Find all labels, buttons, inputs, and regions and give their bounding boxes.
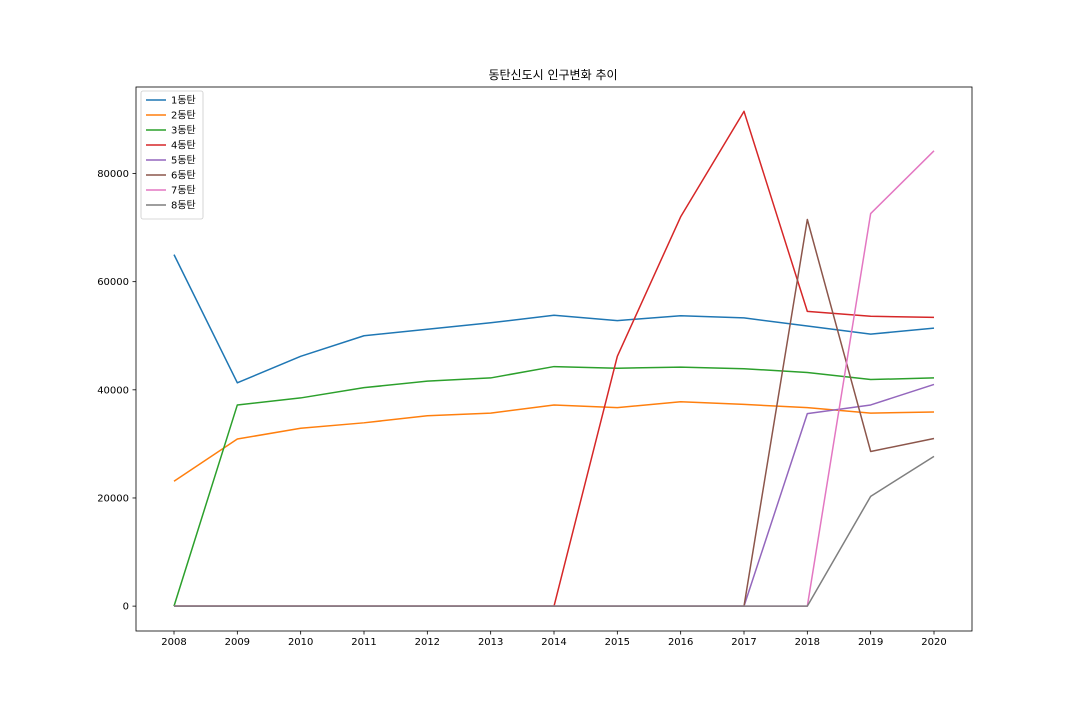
chart-title: 동탄신도시 인구변화 추이 — [488, 68, 617, 82]
x-tick-label: 2017 — [731, 637, 756, 648]
legend-label: 3동탄 — [171, 125, 196, 137]
x-tick-label: 2010 — [288, 637, 313, 648]
y-tick-label: 0 — [123, 602, 129, 613]
series-line-7 — [174, 150, 935, 607]
x-tick-label: 2015 — [605, 637, 630, 648]
legend-box — [140, 90, 204, 220]
series-line-2 — [173, 400, 935, 482]
x-tick-label: 2014 — [541, 637, 566, 648]
x-tick-label: 2012 — [415, 637, 440, 648]
x-tick-label: 2008 — [161, 637, 186, 648]
series-layer — [173, 110, 935, 607]
x-tick-label: 2011 — [351, 637, 376, 648]
x-axis: 2008 2009 2010 2011 2012 2013 2014 2015 2016 2017… — [161, 631, 947, 648]
series-line-5 — [174, 383, 935, 607]
y-axis: 0 20000 40000 60000 80000 — [97, 169, 136, 613]
y-tick-label: 40000 — [97, 385, 129, 396]
series-line-3 — [173, 365, 935, 607]
legend-label: 4동탄 — [171, 140, 196, 152]
x-tick-label: 2013 — [478, 637, 503, 648]
y-tick-label: 80000 — [97, 169, 129, 180]
legend-label: 6동탄 — [171, 170, 196, 182]
x-tick-label: 2016 — [668, 637, 693, 648]
x-tick-label: 2019 — [858, 637, 883, 648]
series-line-1 — [173, 254, 935, 384]
legend: 1동탄 2동탄 3동탄 4동탄 5동탄 6동탄 7동탄 8동탄 — [140, 90, 204, 220]
legend-label: 7동탄 — [171, 185, 196, 197]
y-tick-label: 20000 — [97, 493, 129, 504]
series-line-6 — [174, 218, 935, 607]
y-tick-label: 60000 — [97, 277, 129, 288]
x-tick-label: 2020 — [921, 637, 946, 648]
x-tick-label: 2009 — [225, 637, 250, 648]
x-tick-label: 2018 — [795, 637, 820, 648]
legend-label: 1동탄 — [171, 95, 196, 107]
series-line-8 — [174, 455, 935, 607]
legend-label: 2동탄 — [171, 110, 196, 122]
legend-label: 8동탄 — [171, 200, 196, 212]
legend-label: 5동탄 — [171, 155, 196, 167]
